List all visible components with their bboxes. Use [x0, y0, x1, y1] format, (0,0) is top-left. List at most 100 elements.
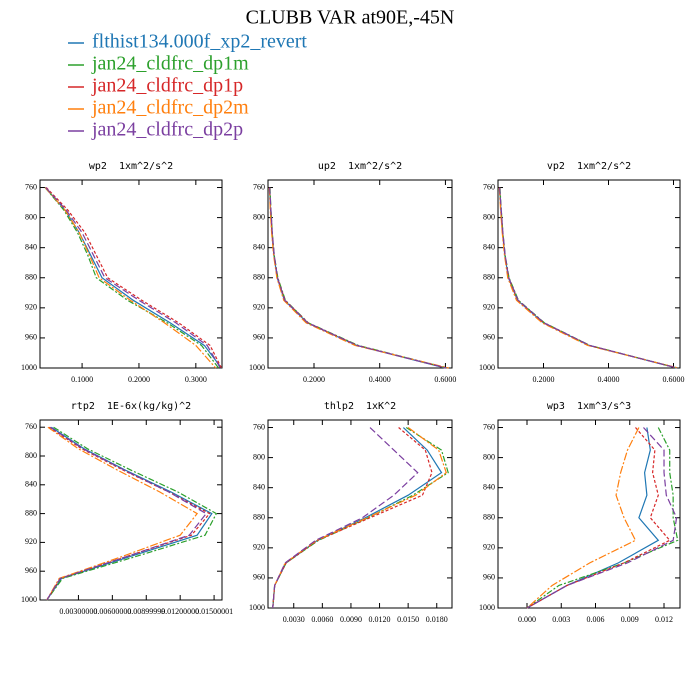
series-line: [46, 426, 218, 601]
y-tick-label: 760: [25, 422, 37, 431]
y-tick-label: 800: [25, 212, 37, 221]
x-tick-label: 0.4000: [369, 375, 391, 384]
y-tick-label: 960: [483, 333, 495, 342]
series-line: [268, 187, 449, 369]
x-tick-label: 0.0180: [426, 615, 448, 624]
y-tick-label: 920: [253, 543, 265, 552]
x-tick-label: 0.0090: [340, 615, 362, 624]
y-tick-label: 1000: [249, 363, 265, 372]
legend-label: jan24_cldfrc_dp1m: [91, 53, 249, 75]
legend-label: jan24_cldfrc_dp1p: [91, 75, 243, 97]
x-tick-label: 0.01200000: [161, 607, 199, 616]
y-tick-label: 1000: [479, 603, 495, 612]
series-line: [526, 427, 660, 609]
legend-label: jan24_cldfrc_dp2p: [91, 119, 243, 141]
series-line: [526, 427, 679, 609]
panel-title: wp2 1xm^2/s^2: [89, 161, 173, 172]
series-line: [46, 426, 211, 601]
series-line: [526, 427, 640, 609]
x-tick-label: 0.006: [587, 615, 605, 624]
chart-title: CLUBB VAR at90E,-45N: [246, 7, 455, 29]
y-tick-label: 880: [253, 273, 265, 282]
y-tick-label: 880: [483, 513, 495, 522]
y-tick-label: 920: [483, 303, 495, 312]
series-line: [46, 426, 199, 601]
panel-title: wp3 1xm^3/s^3: [547, 401, 631, 412]
x-tick-label: 0.1000: [71, 375, 93, 384]
panel-title: up2 1xm^2/s^2: [318, 161, 402, 172]
x-tick-label: 0.2000: [533, 375, 555, 384]
y-tick-label: 1000: [21, 363, 37, 372]
x-tick-label: 0.000: [518, 615, 536, 624]
y-tick-label: 920: [253, 303, 265, 312]
x-tick-label: 0.00600000: [93, 607, 131, 616]
x-tick-label: 0.00300000: [59, 607, 97, 616]
y-tick-label: 960: [253, 573, 265, 582]
x-tick-label: 0.009: [621, 615, 639, 624]
series-line: [526, 427, 678, 609]
y-tick-label: 1000: [479, 363, 495, 372]
x-tick-label: 0.6000: [663, 375, 685, 384]
y-tick-label: 800: [25, 451, 37, 460]
legend-label: jan24_cldfrc_dp2m: [91, 97, 249, 119]
legend-label: flthist134.000f_xp2_revert: [92, 31, 307, 53]
y-tick-label: 880: [25, 508, 37, 517]
y-tick-label: 840: [253, 483, 265, 492]
x-tick-label: 0.003: [552, 615, 570, 624]
x-tick-label: 0.01500001: [195, 607, 233, 616]
y-tick-label: 800: [483, 452, 495, 461]
series-line: [499, 187, 678, 369]
y-tick-label: 800: [483, 212, 495, 221]
y-tick-label: 960: [25, 333, 37, 342]
y-tick-label: 840: [25, 243, 37, 252]
series-line: [498, 187, 679, 369]
series-line: [272, 427, 419, 609]
series-line: [44, 187, 217, 369]
y-tick-label: 1000: [249, 603, 265, 612]
y-tick-label: 880: [483, 273, 495, 282]
series-line: [46, 426, 208, 601]
y-tick-label: 760: [253, 422, 265, 431]
series-line: [44, 187, 220, 369]
panel-title: rtp2 1E-6x(kg/kg)^2: [71, 401, 191, 412]
y-tick-label: 840: [483, 483, 495, 492]
plot-frame: [497, 179, 681, 369]
y-tick-label: 1000: [21, 595, 37, 604]
series-line: [45, 187, 222, 369]
y-tick-label: 800: [253, 452, 265, 461]
plot-frame: [267, 179, 453, 369]
y-tick-label: 760: [483, 182, 495, 191]
y-tick-label: 960: [253, 333, 265, 342]
x-tick-label: 0.0030: [283, 615, 305, 624]
x-tick-label: 0.012: [655, 615, 673, 624]
panel-title: vp2 1xm^2/s^2: [547, 161, 631, 172]
x-tick-label: 0.2000: [128, 375, 150, 384]
series-line: [269, 187, 447, 369]
y-tick-label: 840: [253, 243, 265, 252]
x-tick-label: 0.0150: [397, 615, 419, 624]
x-tick-label: 0.3000: [185, 375, 207, 384]
x-tick-label: 0.6000: [434, 375, 456, 384]
plot-frame: [267, 419, 453, 609]
y-tick-label: 920: [483, 543, 495, 552]
y-tick-label: 920: [25, 303, 37, 312]
y-tick-label: 760: [483, 422, 495, 431]
y-tick-label: 760: [25, 182, 37, 191]
y-tick-label: 760: [253, 182, 265, 191]
plot-frame: [497, 419, 681, 609]
x-tick-label: 0.4000: [598, 375, 620, 384]
plot-frame: [39, 419, 223, 601]
y-tick-label: 840: [483, 243, 495, 252]
panel-title: thlp2 1xK^2: [324, 401, 396, 412]
x-tick-label: 0.00899999: [127, 607, 165, 616]
plot-frame: [39, 179, 223, 369]
y-tick-label: 960: [25, 566, 37, 575]
x-tick-label: 0.0120: [369, 615, 391, 624]
y-tick-label: 960: [483, 573, 495, 582]
y-tick-label: 920: [25, 537, 37, 546]
y-tick-label: 880: [25, 273, 37, 282]
series-line: [526, 427, 671, 609]
y-tick-label: 840: [25, 480, 37, 489]
